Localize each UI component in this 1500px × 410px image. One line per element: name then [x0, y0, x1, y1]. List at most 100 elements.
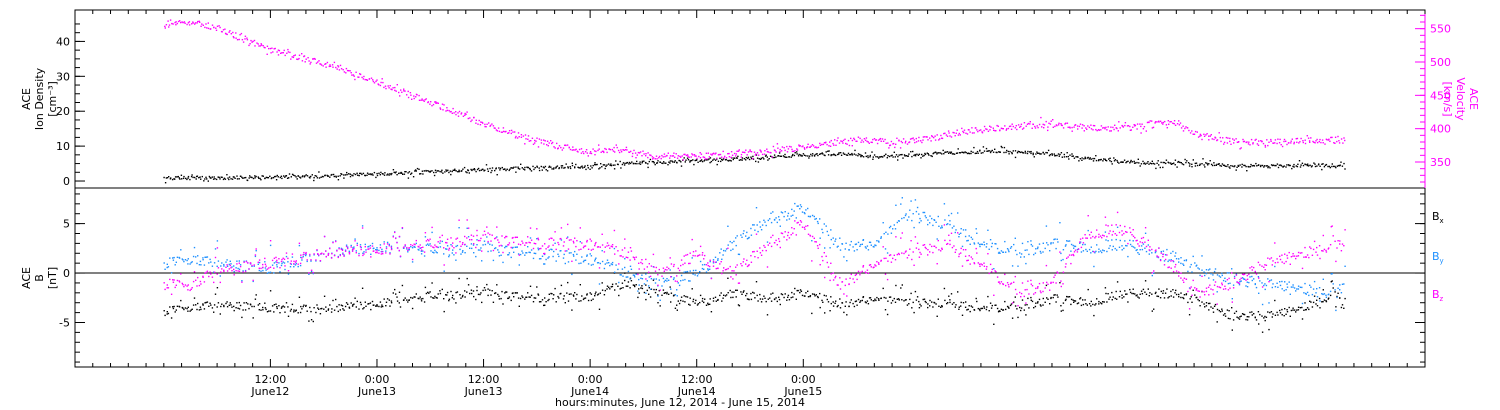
bx-point [1323, 299, 1326, 301]
ion-density-point [346, 171, 348, 174]
bx-point [339, 309, 341, 311]
ion-density-point [498, 167, 500, 169]
bx-point [764, 297, 766, 299]
bx-point [935, 303, 937, 305]
by-point [378, 249, 380, 252]
top-right-tick-label: 500 [1430, 56, 1451, 69]
velocity-point [597, 149, 599, 152]
ion-density-point [318, 171, 320, 173]
velocity-point [1227, 137, 1229, 139]
bz-point [183, 285, 185, 288]
bz-point [380, 253, 382, 255]
velocity-point [691, 153, 693, 155]
ion-density-point [1151, 160, 1153, 162]
by-point [1134, 247, 1136, 249]
velocity-point [1061, 124, 1063, 127]
bx-point [529, 285, 532, 287]
bx-point [898, 299, 900, 301]
ion-density-point [1099, 159, 1102, 161]
by-point [309, 255, 311, 257]
velocity-point [679, 155, 681, 158]
ion-density-point [585, 168, 587, 171]
by-point [720, 248, 722, 250]
bx-point [422, 297, 424, 300]
ion-density-point [862, 156, 865, 158]
bx-point [497, 293, 499, 296]
by-point [550, 248, 552, 250]
velocity-point [1052, 126, 1054, 128]
ion-density-point [1026, 152, 1029, 155]
velocity-point [877, 139, 880, 141]
velocity-point [810, 145, 812, 147]
bx-point [839, 307, 842, 309]
bx-point [361, 287, 364, 289]
ion-density-point [484, 169, 486, 171]
velocity-point [464, 112, 466, 115]
bx-point [1248, 316, 1250, 318]
by-point [819, 218, 821, 220]
ion-density-point [254, 175, 256, 177]
velocity-point [1129, 125, 1131, 128]
velocity-point [1023, 127, 1025, 129]
by-point [1213, 270, 1216, 273]
bz-point [170, 293, 173, 295]
bx-point [1253, 313, 1255, 315]
velocity-point [938, 139, 940, 141]
velocity-point [489, 124, 492, 127]
velocity-point [1180, 127, 1183, 129]
velocity-point [884, 138, 886, 141]
ion-density-point [904, 155, 906, 157]
ion-density-point [1075, 156, 1077, 158]
velocity-point [186, 23, 188, 26]
velocity-point [254, 45, 256, 47]
by-point [1189, 266, 1191, 268]
by-point [1044, 247, 1046, 250]
by-point [1103, 250, 1105, 252]
ion-density-point [280, 175, 283, 177]
velocity-point [1199, 133, 1202, 136]
velocity-point [1169, 121, 1171, 123]
by-point [564, 262, 566, 265]
ion-density-point [210, 177, 212, 179]
velocity-point [1109, 130, 1111, 132]
velocity-point [699, 152, 701, 154]
ion-density-point [364, 174, 367, 177]
bx-point [1257, 311, 1260, 313]
by-point [252, 280, 254, 283]
bx-point [338, 304, 340, 306]
ion-density-point [538, 169, 541, 172]
ion-density-point [987, 150, 989, 152]
bz-point [424, 232, 427, 234]
bx-point [892, 299, 894, 302]
bz-point [269, 266, 272, 268]
ion-density-point [582, 167, 584, 169]
by-point [1131, 245, 1133, 247]
bz-point [198, 284, 201, 287]
velocity-point [232, 36, 235, 38]
bz-point [271, 259, 274, 262]
velocity-point [651, 156, 654, 158]
bx-point [586, 294, 588, 296]
ion-density-point [765, 154, 767, 156]
velocity-point [406, 94, 408, 96]
bx-point [245, 302, 248, 304]
ion-density-point [401, 172, 403, 174]
bz-point [298, 242, 301, 244]
ion-density-point [467, 169, 470, 172]
velocity-point [445, 110, 447, 112]
velocity-point [1300, 137, 1302, 140]
ion-density-point [1203, 164, 1205, 166]
bz-point [528, 241, 530, 244]
by-point [1005, 251, 1007, 253]
bx-point [646, 289, 648, 292]
ion-density-point [937, 152, 939, 154]
ion-density-point [454, 168, 456, 170]
velocity-point [1266, 139, 1268, 141]
ion-density-point [279, 176, 281, 179]
ion-density-point [897, 155, 899, 158]
bx-point [908, 303, 910, 305]
velocity-point [623, 149, 625, 151]
bz-point [208, 275, 210, 278]
ion-density-point [309, 177, 311, 179]
bz-point [525, 242, 527, 244]
